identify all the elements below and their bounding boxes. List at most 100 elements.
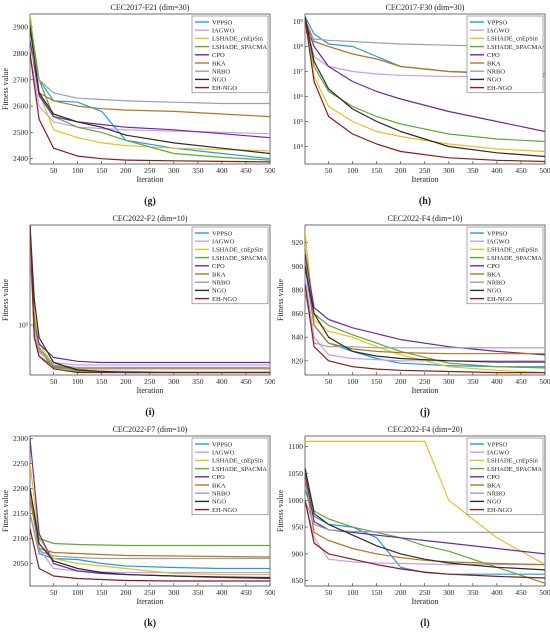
legend-label: LSHADE_cnEpSin: [212, 36, 264, 43]
series-line-nrbo: [30, 513, 270, 560]
legend-label: NGO: [487, 77, 501, 84]
panel-label: (g): [144, 196, 156, 207]
chart-i-svg: CEC2022-F2 (dim=10) 50 100 150 200 250 300 350 4…: [1, 214, 275, 418]
series-line-eh-ngo: [30, 528, 270, 582]
y-tick-label: 850: [292, 576, 304, 585]
chart-title: CEC2022-F4 (dim=10): [388, 214, 463, 223]
x-tick-label: 250: [419, 588, 431, 597]
series-line-lshade-cnepsin: [305, 230, 545, 374]
legend-label: VPPSO: [487, 19, 508, 26]
legend-label: CPO: [487, 52, 500, 59]
x-tick-label: 150: [371, 377, 383, 386]
x-tick-label: 250: [144, 377, 156, 386]
series-line-lshade-cnepsin: [305, 16, 545, 153]
legend-label: VPPSO: [212, 230, 233, 237]
y-tick-label: 10⁵: [293, 117, 304, 126]
legend-label: NRBO: [212, 69, 230, 76]
x-tick-label: 350: [192, 166, 204, 175]
x-tick-label: 500: [264, 166, 275, 175]
series-line-cpo: [305, 21, 545, 133]
x-tick-label: 250: [144, 588, 156, 597]
legend-label: LSHADE_SPACMA: [212, 255, 267, 262]
chart-j-svg: CEC2022-F4 (dim=10) 50 100 150 200 250 300 350 4…: [276, 214, 550, 418]
legend-label: IAGWO: [212, 450, 235, 457]
x-tick-label: 150: [96, 377, 108, 386]
series-line-ngo: [305, 16, 545, 158]
legend-label: CPO: [212, 263, 225, 270]
y-axis-label: Fitness value: [1, 68, 10, 110]
x-tick-label: 400: [216, 166, 228, 175]
legend-label: NRBO: [487, 280, 505, 287]
legend-label: EH-NGO: [212, 507, 237, 514]
series-line-vppso: [305, 489, 545, 575]
x-tick-label: 250: [144, 166, 156, 175]
chart-k-svg: CEC2022-F7 (dim=10) 50 100 150 200 250 300 350 4…: [1, 425, 275, 629]
legend-label: LSHADE_cnEpSin: [487, 36, 539, 43]
y-tick-label: 10⁸: [293, 42, 304, 51]
series-line-lshade-cnepsin: [30, 463, 270, 576]
series-line-vppso: [30, 27, 270, 160]
legend-label: LSHADE_SPACMA: [212, 44, 267, 51]
series-line-bka: [30, 27, 270, 118]
legend-label: NRBO: [212, 491, 230, 498]
y-tick-label: 10⁷: [293, 67, 304, 76]
y-tick-label: 1000: [288, 496, 303, 505]
legend-label: NRBO: [212, 280, 230, 287]
x-axis-label: Iteration: [136, 175, 163, 184]
legend-label: VPPSO: [212, 441, 233, 448]
x-tick-label: 500: [264, 377, 275, 386]
x-tick-label: 300: [443, 377, 455, 386]
legend-label: EH-NGO: [487, 507, 512, 514]
legend-label: LSHADE_SPACMA: [487, 44, 542, 51]
y-tick-label: 10⁶: [293, 92, 304, 101]
x-tick-label: 300: [443, 166, 455, 175]
x-tick-label: 200: [395, 377, 407, 386]
series-group: [30, 438, 270, 582]
legend-label: CPO: [487, 474, 500, 481]
chart-h-svg: CEC2017-F30 (dim=30) 50 100 150 200 250 300 350…: [293, 3, 550, 207]
series-line-cpo: [30, 40, 270, 139]
y-tick-label: 880: [292, 285, 304, 294]
x-tick-label: 150: [96, 166, 108, 175]
x-tick-label: 500: [264, 588, 275, 597]
panel-g: CEC2017-F21 (dim=30) 50 100 150 200 250 300 350…: [0, 0, 275, 211]
series-line-lshade-spacma: [30, 488, 270, 547]
series-line-iagwo: [30, 249, 270, 366]
chart-title: CEC2022-F7 (dim=10): [113, 425, 188, 434]
panel-label: (j): [420, 407, 430, 418]
y-axis-label: Fitness value: [1, 490, 10, 532]
x-tick-label: 200: [120, 166, 132, 175]
x-tick-label: 450: [515, 377, 527, 386]
y-tick-label: 2700: [13, 75, 28, 84]
y-tick-label: 10³: [18, 321, 29, 330]
legend-label: EH-NGO: [487, 296, 512, 303]
x-tick-label: 200: [395, 166, 407, 175]
x-tick-label: 200: [120, 588, 132, 597]
y-axis-label: Fitness value: [276, 490, 285, 532]
y-tick-label: 2300: [13, 434, 28, 443]
y-tick-label: 2900: [13, 23, 28, 32]
legend-label: LSHADE_cnEpSin: [487, 458, 539, 465]
x-tick-label: 150: [371, 588, 383, 597]
series-line-cpo: [305, 473, 545, 555]
x-tick-label: 50: [50, 166, 58, 175]
y-tick-label: 2150: [13, 509, 28, 518]
panel-k: CEC2022-F7 (dim=10) 50 100 150 200 250 300 350 4…: [0, 422, 275, 633]
y-tick-label: 820: [292, 356, 304, 365]
x-tick-label: 400: [216, 377, 228, 386]
series-line-eh-ngo: [305, 18, 545, 163]
y-tick-label: 920: [292, 238, 304, 247]
legend-label: LSHADE_cnEpSin: [212, 247, 264, 254]
y-tick-label: 2250: [13, 459, 28, 468]
y-tick-label: 2100: [13, 534, 28, 543]
y-axis-label: Fitness value: [276, 279, 285, 321]
y-tick-label: 2400: [13, 154, 28, 163]
y-tick-label: 10⁹: [293, 17, 304, 26]
x-axis-label: Iteration: [411, 175, 438, 184]
chart-title: CEC2017-F30 (dim=30): [386, 3, 465, 12]
series-line-nrbo: [305, 500, 545, 534]
x-tick-label: 250: [419, 166, 431, 175]
series-line-nrbo: [30, 48, 270, 105]
y-tick-label: 2200: [13, 484, 28, 493]
